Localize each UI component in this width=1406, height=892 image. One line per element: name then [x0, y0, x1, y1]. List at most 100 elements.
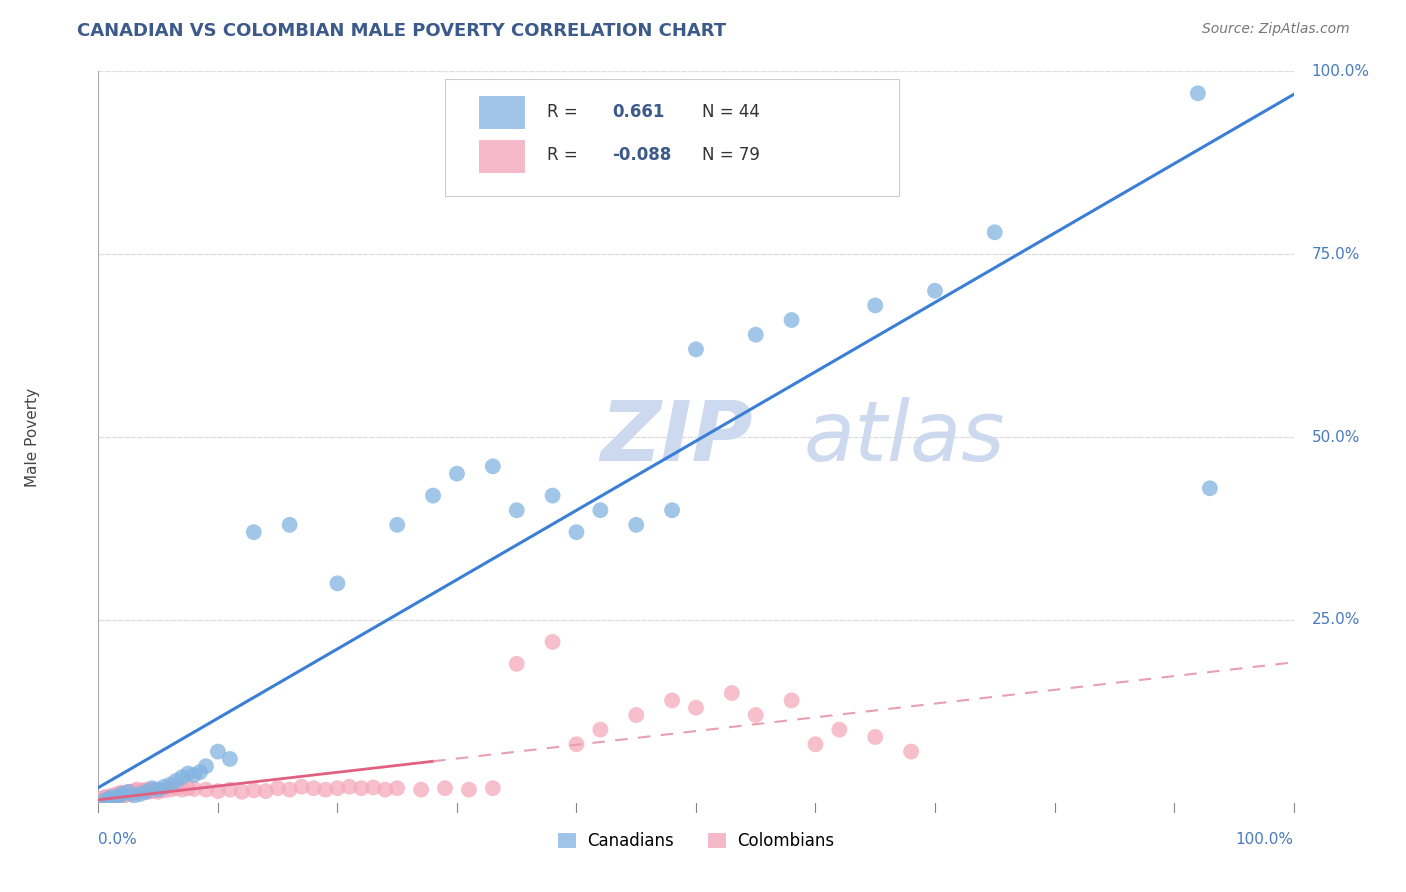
Point [90, 794, 112, 808]
Bar [478, 138, 526, 174]
Point [506, 657, 529, 671]
Point [481, 781, 505, 796]
Point [984, 225, 1007, 239]
Point [188, 765, 211, 780]
Point [117, 785, 139, 799]
Point [446, 467, 468, 481]
Point [108, 789, 131, 803]
Point [138, 785, 160, 799]
Point [91, 791, 114, 805]
Point [105, 789, 128, 803]
Text: -0.088: -0.088 [613, 146, 672, 164]
Text: Male Poverty: Male Poverty [25, 387, 41, 487]
Point [780, 693, 803, 707]
Text: 50.0%: 50.0% [1312, 430, 1360, 444]
Point [91, 792, 114, 806]
Point [159, 778, 181, 792]
Point [865, 298, 887, 312]
Point [148, 782, 170, 797]
Point [243, 525, 266, 540]
Point [124, 789, 146, 803]
Point [132, 784, 155, 798]
Legend: Canadians, Colombians: Canadians, Colombians [551, 825, 841, 856]
Point [219, 752, 242, 766]
Point [685, 343, 707, 357]
Point [626, 708, 648, 723]
Point [112, 789, 135, 803]
Point [165, 773, 187, 788]
Point [326, 576, 349, 591]
Point [145, 782, 167, 797]
Point [141, 781, 163, 796]
Point [828, 723, 851, 737]
Point [139, 783, 162, 797]
Text: 100.0%: 100.0% [1236, 832, 1294, 847]
Point [541, 635, 564, 649]
Point [183, 768, 205, 782]
Point [900, 745, 922, 759]
Bar [478, 95, 526, 130]
Text: CANADIAN VS COLOMBIAN MALE POVERTY CORRELATION CHART: CANADIAN VS COLOMBIAN MALE POVERTY CORRE… [77, 22, 727, 40]
Point [231, 785, 253, 799]
Point [302, 781, 325, 796]
Point [1199, 481, 1222, 495]
Point [111, 787, 134, 801]
Point [254, 784, 277, 798]
Point [243, 783, 266, 797]
Text: 25.0%: 25.0% [1312, 613, 1360, 627]
Point [97, 791, 120, 805]
Point [589, 723, 612, 737]
Text: N = 44: N = 44 [702, 103, 759, 120]
Text: 0.0%: 0.0% [98, 832, 138, 847]
Point [128, 785, 150, 799]
Point [165, 781, 187, 796]
Point [121, 786, 143, 800]
Point [745, 327, 768, 342]
Point [278, 782, 301, 797]
Point [131, 783, 153, 797]
Point [96, 792, 118, 806]
Text: N = 79: N = 79 [702, 146, 759, 164]
Point [148, 785, 170, 799]
Point [103, 789, 125, 804]
Point [267, 781, 290, 796]
Point [207, 745, 229, 759]
Point [745, 708, 768, 723]
Point [626, 517, 648, 532]
FancyBboxPatch shape [446, 78, 900, 195]
Point [661, 693, 683, 707]
Text: 75.0%: 75.0% [1312, 247, 1360, 261]
Point [111, 786, 134, 800]
Point [159, 782, 181, 797]
Point [101, 791, 124, 805]
Point [339, 780, 361, 794]
Point [291, 780, 314, 794]
Point [458, 782, 481, 797]
Point [101, 789, 124, 803]
Point [105, 789, 128, 804]
Point [350, 781, 373, 796]
Point [107, 787, 129, 801]
Text: R =: R = [547, 103, 582, 120]
Point [115, 786, 138, 800]
Text: 100.0%: 100.0% [1312, 64, 1369, 78]
Point [1187, 87, 1209, 101]
Point [195, 782, 218, 797]
Point [565, 525, 588, 540]
Point [780, 313, 803, 327]
Point [153, 783, 176, 797]
Point [98, 790, 122, 805]
Point [434, 781, 457, 796]
Point [177, 781, 200, 796]
Point [100, 789, 122, 804]
Point [172, 770, 194, 784]
Point [108, 786, 131, 800]
Text: Source: ZipAtlas.com: Source: ZipAtlas.com [1202, 22, 1350, 37]
Point [183, 781, 205, 796]
Point [589, 503, 612, 517]
Point [110, 787, 132, 801]
Point [135, 782, 157, 797]
Point [142, 784, 165, 798]
Point [219, 782, 242, 797]
Point [94, 789, 117, 804]
